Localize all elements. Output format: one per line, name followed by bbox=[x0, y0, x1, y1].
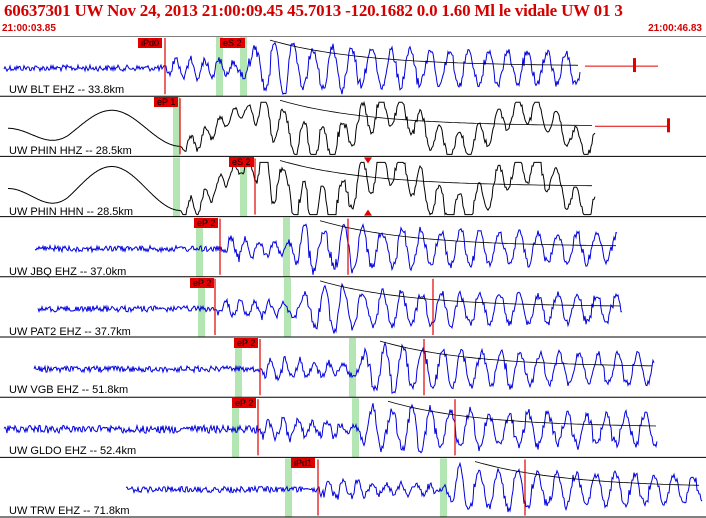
seismogram-trace bbox=[34, 223, 618, 275]
seismogram-trace bbox=[125, 461, 703, 513]
pick-label[interactable]: eP 2 bbox=[190, 278, 215, 288]
coda-decay-curve bbox=[387, 400, 657, 427]
seismogram-panel[interactable]: UW BLT EHZ -- 33.8km UW PHIN HHZ -- 28.5… bbox=[0, 36, 706, 518]
phase-window bbox=[216, 37, 223, 97]
peak-marker-bottom bbox=[364, 209, 372, 216]
pick-label[interactable]: eP 2 bbox=[232, 398, 257, 408]
event-title: 60637301 UW Nov 24, 2013 21:00:09.45 45.… bbox=[4, 1, 623, 20]
phase-window bbox=[285, 458, 292, 518]
pick-label[interactable]: eS 2 bbox=[229, 157, 254, 167]
trace-label-gldo-ehz: UW GLDO EHZ -- 52.4km bbox=[9, 445, 137, 457]
phase-window bbox=[440, 458, 447, 518]
trace-label-phin-hhn: UW PHIN HHN -- 28.5km bbox=[9, 206, 134, 218]
coda-decay-curve bbox=[319, 220, 616, 247]
phase-window bbox=[240, 157, 247, 217]
phase-window bbox=[240, 37, 247, 97]
pick-label[interactable]: eP 2 bbox=[194, 218, 219, 228]
trace-label-jbq-ehz: UW JBQ EHZ -- 37.0km bbox=[9, 266, 127, 278]
seismogram-trace bbox=[3, 403, 658, 454]
seismogram-canvas[interactable] bbox=[0, 36, 706, 518]
trace-label-vgb-ehz: UW VGB EHZ -- 51.8km bbox=[9, 384, 129, 396]
coda-decay-curve bbox=[269, 39, 579, 66]
amplitude-marker bbox=[633, 58, 636, 73]
trace-label-blt-ehz: UW BLT EHZ -- 33.8km bbox=[9, 84, 125, 96]
end-time: 21:00:46.83 bbox=[648, 23, 702, 34]
seismogram-trace bbox=[8, 100, 596, 155]
pick-label[interactable]: eP 1 bbox=[154, 97, 179, 107]
pick-label[interactable]: eS 2 bbox=[220, 38, 245, 48]
trace-label-trw-ehz: UW TRW EHZ -- 71.8km bbox=[9, 505, 130, 517]
seismogram-trace bbox=[3, 41, 581, 96]
seismogram-trace bbox=[37, 282, 622, 334]
coda-decay-curve bbox=[379, 340, 652, 367]
trace-label-pat2-ehz: UW PAT2 EHZ -- 37.7km bbox=[9, 326, 131, 338]
phase-window bbox=[173, 157, 180, 217]
phase-window bbox=[283, 217, 290, 277]
peak-marker-top bbox=[364, 157, 372, 164]
seismogram-trace bbox=[33, 341, 655, 394]
coda-decay-curve bbox=[319, 280, 621, 307]
start-time: 21:00:03.85 bbox=[2, 23, 56, 34]
coda-decay-curve bbox=[279, 160, 592, 187]
pick-label[interactable]: iPd0 bbox=[138, 38, 163, 48]
phase-window bbox=[352, 398, 359, 458]
seismogram-trace bbox=[8, 161, 596, 216]
pick-label[interactable]: eP 2 bbox=[234, 338, 259, 348]
phase-window bbox=[232, 398, 239, 458]
phase-window bbox=[349, 338, 356, 398]
phase-window bbox=[173, 97, 180, 157]
amplitude-marker bbox=[667, 118, 670, 133]
trace-label-phin-hhz: UW PHIN HHZ -- 28.5km bbox=[9, 145, 132, 157]
coda-decay-curve bbox=[474, 461, 700, 486]
pick-label[interactable]: iPd1 bbox=[291, 458, 316, 468]
coda-decay-curve bbox=[279, 99, 592, 126]
